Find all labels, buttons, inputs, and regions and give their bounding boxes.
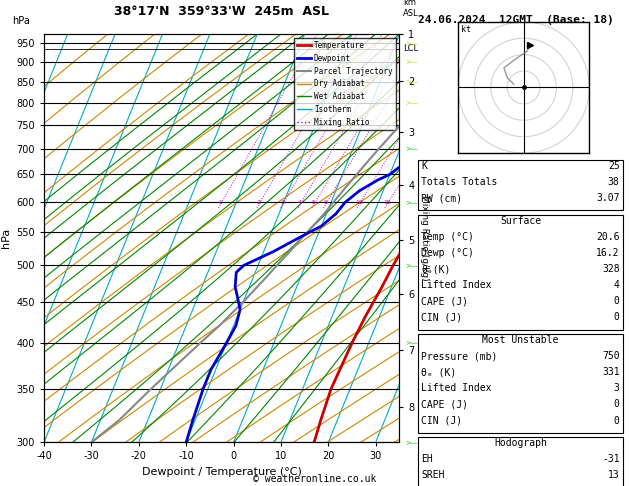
Text: 15: 15 [383, 200, 391, 205]
Text: 331: 331 [602, 367, 620, 378]
Text: 3: 3 [281, 200, 284, 205]
Text: 3.07: 3.07 [596, 193, 620, 204]
X-axis label: Dewpoint / Temperature (°C): Dewpoint / Temperature (°C) [142, 467, 302, 477]
Text: 0: 0 [614, 416, 620, 426]
Text: >—: >— [406, 340, 418, 346]
Text: Hodograph: Hodograph [494, 438, 547, 449]
Text: 4: 4 [298, 200, 302, 205]
Text: kt: kt [461, 25, 471, 34]
Text: 24.06.2024  12GMT  (Base: 18): 24.06.2024 12GMT (Base: 18) [418, 15, 614, 25]
Text: CAPE (J): CAPE (J) [421, 399, 469, 410]
Text: 38: 38 [608, 177, 620, 188]
Text: 25: 25 [608, 161, 620, 172]
Text: 3: 3 [614, 383, 620, 394]
Text: >—: >— [406, 40, 418, 46]
Text: 16.2: 16.2 [596, 248, 620, 259]
Text: Pressure (mb): Pressure (mb) [421, 351, 498, 362]
Text: 328: 328 [602, 264, 620, 275]
Y-axis label: hPa: hPa [1, 228, 11, 248]
Text: hPa: hPa [12, 16, 30, 26]
Text: PW (cm): PW (cm) [421, 193, 462, 204]
Text: Temp (°C): Temp (°C) [421, 232, 474, 243]
Text: >—: >— [406, 146, 418, 152]
Text: km
ASL: km ASL [403, 0, 418, 17]
Text: CIN (J): CIN (J) [421, 312, 462, 323]
Text: >—: >— [406, 79, 418, 85]
Text: >—: >— [406, 59, 418, 65]
Text: 38°17'N  359°33'W  245m  ASL: 38°17'N 359°33'W 245m ASL [114, 5, 329, 17]
Text: EH: EH [421, 454, 433, 465]
Text: 13: 13 [608, 470, 620, 481]
Legend: Temperature, Dewpoint, Parcel Trajectory, Dry Adiabat, Wet Adiabat, Isotherm, Mi: Temperature, Dewpoint, Parcel Trajectory… [294, 38, 396, 130]
Text: 1: 1 [218, 200, 222, 205]
Text: >—: >— [406, 439, 418, 445]
Text: Lifted Index: Lifted Index [421, 383, 492, 394]
Text: 0: 0 [614, 312, 620, 323]
Y-axis label: Mixing Ratio (g/kg): Mixing Ratio (g/kg) [420, 195, 428, 281]
Text: Surface: Surface [500, 216, 541, 226]
Text: Totals Totals: Totals Totals [421, 177, 498, 188]
Text: LCL: LCL [403, 44, 418, 53]
Text: -31: -31 [602, 454, 620, 465]
Text: Dewp (°C): Dewp (°C) [421, 248, 474, 259]
Text: Lifted Index: Lifted Index [421, 280, 492, 291]
Text: CIN (J): CIN (J) [421, 416, 462, 426]
Text: © weatheronline.co.uk: © weatheronline.co.uk [253, 473, 376, 484]
Text: 750: 750 [602, 351, 620, 362]
Text: 6: 6 [323, 200, 327, 205]
Text: 5: 5 [312, 200, 316, 205]
Text: 0: 0 [614, 296, 620, 307]
Text: 20.6: 20.6 [596, 232, 620, 243]
Text: θₑ (K): θₑ (K) [421, 367, 457, 378]
Text: θₑ(K): θₑ(K) [421, 264, 451, 275]
Text: SREH: SREH [421, 470, 445, 481]
Text: >—: >— [406, 262, 418, 268]
Text: 0: 0 [614, 399, 620, 410]
Text: >—: >— [406, 100, 418, 105]
Text: 10: 10 [355, 200, 363, 205]
Text: >—: >— [406, 199, 418, 205]
Text: CAPE (J): CAPE (J) [421, 296, 469, 307]
Text: 4: 4 [614, 280, 620, 291]
Text: Most Unstable: Most Unstable [482, 335, 559, 346]
Text: 2: 2 [257, 200, 260, 205]
Text: K: K [421, 161, 427, 172]
